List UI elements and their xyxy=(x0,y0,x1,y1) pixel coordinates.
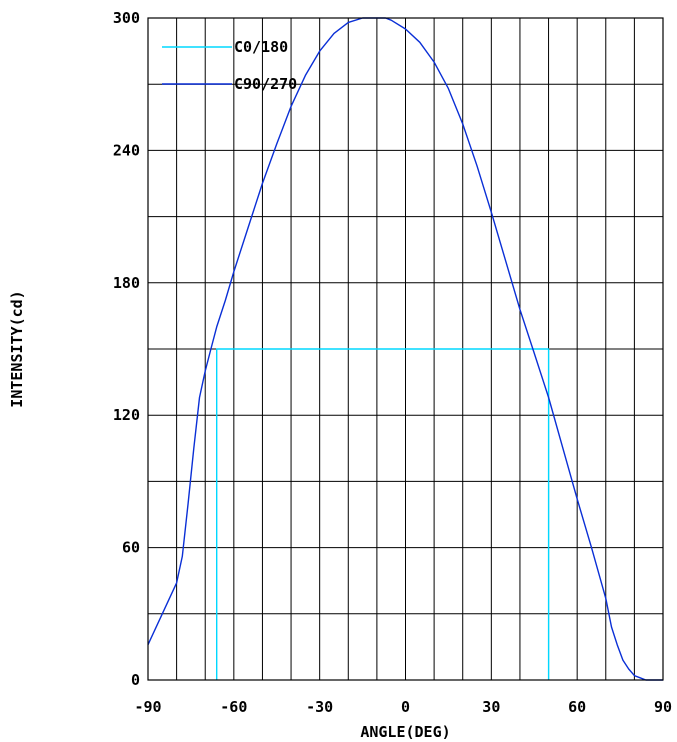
y-tick-label: 240 xyxy=(113,141,140,159)
y-tick-label: 180 xyxy=(113,274,140,292)
x-tick-label: 30 xyxy=(482,698,500,716)
x-tick-label: -60 xyxy=(220,698,247,716)
tick-layer: -90 -60 -30 0 30 60 90 0 60 120 180 240 300 xyxy=(113,9,672,716)
x-tick-label: -90 xyxy=(134,698,161,716)
series-line-2 xyxy=(147,17,663,681)
x-tick-label: -30 xyxy=(306,698,333,716)
y-tick-label: 60 xyxy=(122,539,140,557)
y-tick-label: 300 xyxy=(113,9,140,27)
x-tick-label: 60 xyxy=(568,698,586,716)
legend-label-2: C90/270 xyxy=(234,75,297,93)
y-tick-label: 0 xyxy=(131,671,140,689)
x-axis-label: ANGLE(DEG) xyxy=(360,723,450,741)
series-layer xyxy=(147,17,663,681)
x-tick-label: 0 xyxy=(401,698,410,716)
plot-frame xyxy=(147,17,664,681)
y-axis-label: INTENSITY(cd) xyxy=(8,290,26,407)
x-tick-label: 90 xyxy=(654,698,672,716)
y-tick-label: 120 xyxy=(113,406,140,424)
series-line-1 xyxy=(215,348,550,680)
legend-label-1: C0/180 xyxy=(234,38,288,56)
legend: C0/180 C90/270 xyxy=(162,38,297,93)
